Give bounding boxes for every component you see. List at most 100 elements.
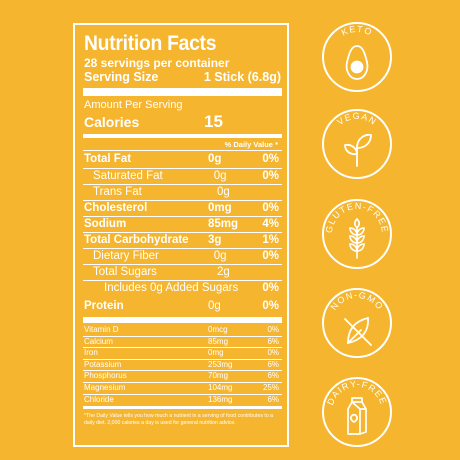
nutrient-amount: 85mg	[208, 218, 239, 230]
badge-gluten-free: GLUTEN-FREE	[321, 198, 393, 270]
badge-vegan-graphic: VEGAN	[322, 109, 392, 179]
vitamin-row: Vitamin D 0mcg 0%	[83, 325, 282, 337]
vitamin-dv: 0%	[267, 325, 279, 334]
nutrient-name: Total Fat	[84, 153, 132, 165]
vitamin-row: Chloride 136mg 6%	[83, 395, 282, 406]
nutrient-dv: 1%	[262, 234, 279, 246]
calories-row: Calories 15	[84, 112, 281, 132]
nutrient-row: Trans Fat 0g	[83, 185, 282, 201]
nutrient-name: Total Carbohydrate	[84, 234, 189, 246]
nutrition-facts-label: Nutrition Facts 28 servings per containe…	[73, 23, 289, 447]
nutrient-name: Cholesterol	[84, 202, 148, 214]
vitamin-row: Magnesium 104mg 25%	[83, 383, 282, 395]
serving-size-value: 1 Stick (6.8g)	[203, 70, 281, 84]
badge-text: NON-GMO	[329, 290, 386, 312]
nutrient-amount: 0g	[208, 153, 222, 165]
vitamin-dv: 6%	[267, 371, 279, 381]
vitamin-row: Calcium 85mg 6%	[83, 337, 282, 349]
badge-keto: KETO	[321, 21, 393, 93]
nutrient-dv: 0%	[262, 170, 279, 182]
nutrient-row-protein: Protein 0g 0%	[83, 297, 282, 315]
badge-non-gmo: NON-GMO	[321, 287, 393, 359]
label-title: Nutrition Facts	[84, 32, 217, 55]
divider	[83, 134, 282, 138]
nutrient-table: Total Fat 0g 0% Saturated Fat 0g 0% Tran…	[83, 151, 282, 296]
nutrient-row: Includes 0g Added Sugars 0%	[83, 281, 282, 296]
vitamin-dv: 25%	[262, 382, 279, 392]
crossed-leaf-icon	[344, 316, 372, 346]
servings-per-container: 28 servings per container	[84, 56, 230, 70]
divider	[83, 88, 282, 96]
vitamin-name: Iron	[84, 348, 98, 358]
badge-vegan: VEGAN	[321, 108, 393, 180]
nutrient-amount: 0g	[213, 250, 227, 262]
sprout-icon	[344, 133, 372, 167]
nutrient-amount: 2g	[217, 266, 230, 278]
vitamin-name: Calcium	[84, 336, 113, 346]
vitamin-amount: 70mg	[208, 371, 229, 381]
vitamin-amount: 0mcg	[208, 325, 228, 334]
nutrient-row: Sodium 85mg 4%	[83, 217, 282, 233]
nutrient-name: Total Sugars	[93, 266, 157, 278]
nutrient-dv	[267, 185, 281, 200]
vitamin-row: Phosphorus 70mg 6%	[83, 371, 282, 383]
vitamin-name: Phosphorus	[84, 371, 127, 381]
nutrient-dv: 0%	[262, 282, 279, 294]
vitamin-amount: 0mg	[208, 348, 224, 358]
vitamin-dv: 6%	[267, 359, 279, 369]
nutrient-dv: 0%	[262, 300, 279, 312]
vitamin-name: Potassium	[84, 359, 122, 369]
vitamin-dv: 0%	[267, 348, 279, 358]
vitamin-name: Chloride	[84, 394, 114, 404]
nutrient-amount: 3g	[208, 234, 222, 246]
serving-size-label: Serving Size	[84, 70, 159, 84]
nutrient-dv: 0%	[262, 250, 279, 262]
milk-carton-icon	[347, 397, 367, 435]
vitamin-row: Iron 0mg 0%	[83, 348, 282, 360]
nutrient-name: Saturated Fat	[93, 170, 163, 182]
serving-size-row: Serving Size 1 Stick (6.8g)	[84, 70, 281, 85]
badge-dairy-free: DAIRY-FREE	[321, 376, 393, 448]
vitamin-row: Potassium 253mg 6%	[83, 360, 282, 372]
nutrient-row: Total Carbohydrate 3g 1%	[83, 233, 282, 249]
vitamin-amount: 85mg	[208, 336, 229, 346]
avocado-icon	[345, 45, 369, 80]
nutrient-name: Protein	[84, 300, 124, 312]
daily-value-header: % Daily Value *	[224, 140, 278, 149]
vitamin-table: Vitamin D 0mcg 0% Calcium 85mg 6% Iron 0…	[83, 325, 282, 406]
vitamin-amount: 104mg	[208, 382, 233, 392]
nutrient-name: Trans Fat	[93, 186, 142, 198]
vitamin-amount: 253mg	[208, 359, 233, 369]
badge-gluten-free-graphic: GLUTEN-FREE	[322, 199, 392, 269]
calories-label: Calories	[84, 114, 140, 130]
nutrient-row: Saturated Fat 0g 0%	[83, 169, 282, 185]
nutrient-row: Total Fat 0g 0%	[83, 151, 282, 169]
nutrient-dv: 0%	[262, 153, 279, 165]
nutrient-name: Dietary Fiber	[93, 250, 159, 262]
nutrient-amount: 0mg	[208, 202, 232, 214]
nutrient-row: Cholesterol 0mg 0%	[83, 201, 282, 217]
daily-value-footnote: *The Daily Value tells you how much a nu…	[84, 413, 274, 427]
vitamin-amount: 136mg	[208, 394, 233, 404]
nutrient-row: Dietary Fiber 0g 0%	[83, 249, 282, 265]
vitamin-name: Magnesium	[84, 382, 126, 392]
nutrient-dv: 4%	[262, 218, 279, 230]
badge-dairy-free-graphic: DAIRY-FREE	[322, 377, 392, 447]
badge-keto-graphic: KETO	[322, 22, 392, 92]
nutrient-amount: 0g	[217, 186, 230, 198]
nutrient-name: Includes 0g Added Sugars	[104, 282, 239, 294]
vitamin-name: Vitamin D	[84, 325, 119, 334]
nutrient-amount: 0g	[213, 170, 227, 182]
divider	[83, 150, 282, 151]
divider	[83, 406, 282, 410]
amount-per-serving: Amount Per Serving	[84, 99, 183, 111]
nutrient-name: Sodium	[84, 218, 127, 230]
wheat-icon	[349, 217, 365, 259]
badge-non-gmo-graphic: NON-GMO	[322, 288, 392, 358]
vitamin-dv: 6%	[267, 394, 279, 404]
nutrient-row: Total Sugars 2g	[83, 265, 282, 281]
nutrient-amount: 0g	[208, 300, 221, 312]
calories-value: 15	[204, 112, 223, 131]
vitamin-dv: 6%	[267, 336, 279, 346]
divider	[83, 317, 282, 323]
